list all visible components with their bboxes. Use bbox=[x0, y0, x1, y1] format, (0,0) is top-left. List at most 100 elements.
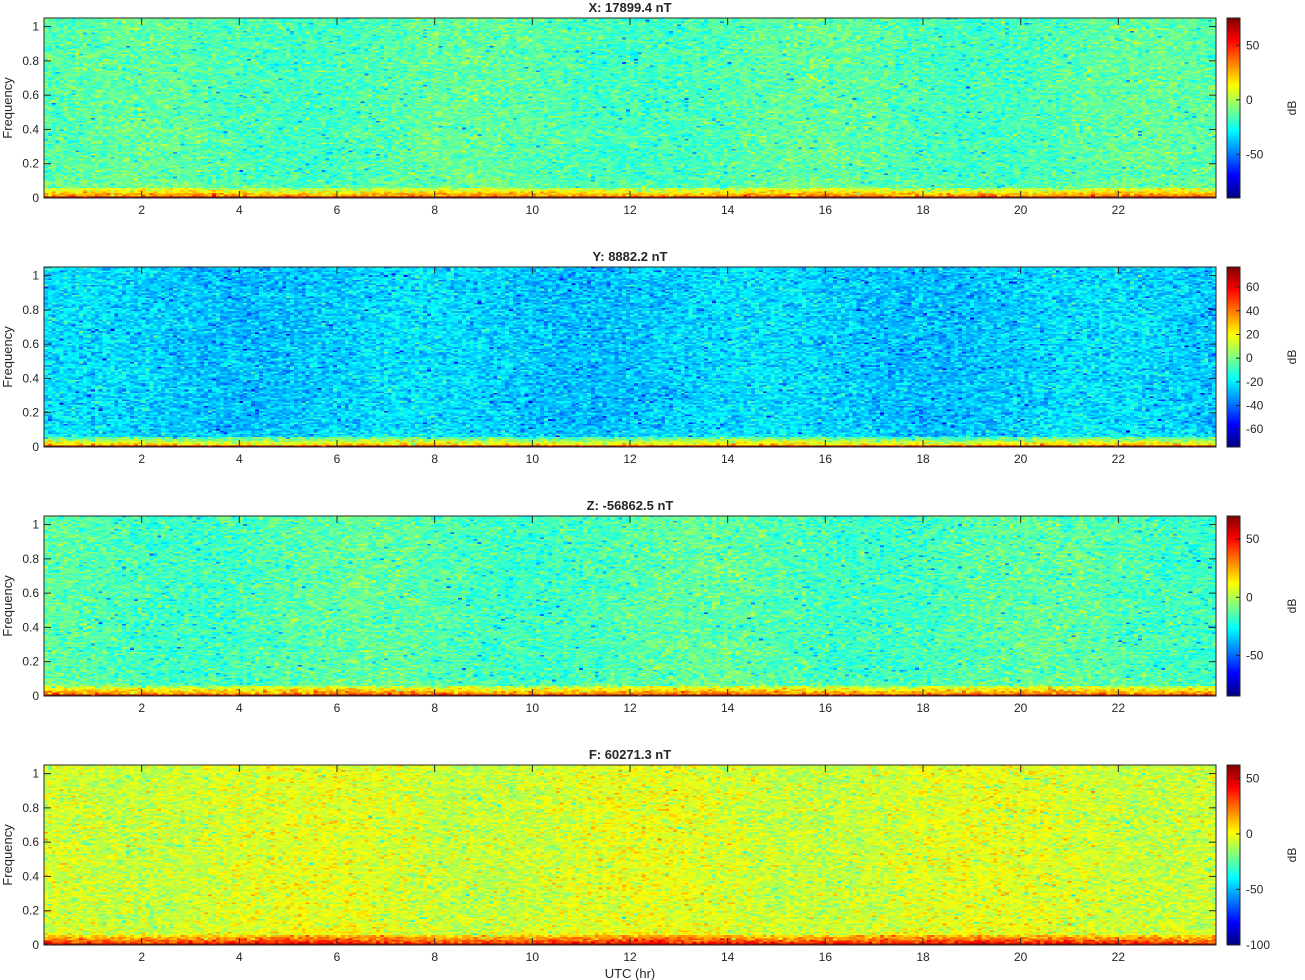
x-tick-label: 12 bbox=[623, 452, 637, 466]
x-tick-label: 6 bbox=[334, 452, 341, 466]
x-tick-label: 2 bbox=[138, 950, 145, 964]
colorbar-tick-label: 50 bbox=[1246, 38, 1260, 52]
colorbar-tick-label: 20 bbox=[1246, 328, 1260, 342]
colorbar-tick-label: 0 bbox=[1246, 351, 1253, 365]
y-tick-label: 0.8 bbox=[22, 801, 39, 815]
x-tick-label: 20 bbox=[1014, 701, 1028, 715]
x-tick-label: 22 bbox=[1112, 950, 1126, 964]
x-tick-label: 16 bbox=[819, 203, 833, 217]
y-axis-label: Frequency bbox=[0, 326, 15, 388]
x-tick-label: 20 bbox=[1014, 950, 1028, 964]
x-tick-label: 12 bbox=[623, 203, 637, 217]
x-tick-label: 16 bbox=[819, 950, 833, 964]
y-tick-label: 0 bbox=[32, 440, 39, 454]
colorbar-tick-label: 40 bbox=[1246, 304, 1260, 318]
x-tick-label: 16 bbox=[819, 701, 833, 715]
colorbar-gradient bbox=[1227, 516, 1240, 696]
y-tick-label: 0.4 bbox=[22, 620, 39, 634]
x-tick-label: 2 bbox=[138, 203, 145, 217]
colorbar-tick-label: -20 bbox=[1246, 375, 1264, 389]
colorbar: -50 0 50 dB bbox=[1226, 17, 1299, 199]
x-tick-label: 8 bbox=[431, 452, 438, 466]
spectrogram-panel-3: Z: -56862.5 nT2 4 6 8 10 12 14 16 18 20 2200.20.40… bbox=[0, 498, 1299, 715]
y-tick-label: 1 bbox=[32, 518, 39, 532]
colorbar-gradient bbox=[1227, 267, 1240, 447]
y-axis-label: Frequency bbox=[0, 77, 15, 139]
colorbar-box bbox=[1226, 17, 1241, 199]
x-tick-label: 10 bbox=[526, 701, 540, 715]
panel-title: F: 60271.3 nT bbox=[589, 747, 671, 762]
colorbar-tick-label: 60 bbox=[1246, 280, 1260, 294]
x-tick-label: 10 bbox=[526, 203, 540, 217]
colorbar-tick-label: -50 bbox=[1246, 147, 1264, 161]
colorbar: -50 0 50 dB bbox=[1226, 515, 1299, 697]
y-tick-label: 0.2 bbox=[22, 904, 39, 918]
x-axis-label: UTC (hr) bbox=[605, 966, 656, 980]
colorbar-tick-label: -40 bbox=[1246, 399, 1264, 413]
colorbar-label: dB bbox=[1285, 848, 1299, 863]
panel-title: Y: 8882.2 nT bbox=[593, 249, 668, 264]
x-tick-label: 18 bbox=[916, 701, 930, 715]
spectrogram-panel-2: Y: 8882.2 nT2 4 6 8 10 12 14 16 18 20 2200.20.40.6… bbox=[0, 249, 1299, 466]
y-tick-label: 0.6 bbox=[22, 586, 39, 600]
spectrogram-heatmap bbox=[44, 516, 1216, 696]
y-tick-label: 1 bbox=[32, 269, 39, 283]
x-tick-label: 4 bbox=[236, 203, 243, 217]
x-tick-label: 2 bbox=[138, 701, 145, 715]
x-tick-label: 20 bbox=[1014, 452, 1028, 466]
y-tick-label: 0.6 bbox=[22, 337, 39, 351]
spectrogram-heatmap bbox=[44, 765, 1216, 945]
x-tick-label: 8 bbox=[431, 950, 438, 964]
x-tick-label: 4 bbox=[236, 950, 243, 964]
y-tick-label: 0.8 bbox=[22, 54, 39, 68]
x-tick-label: 6 bbox=[334, 950, 341, 964]
y-tick-label: 0 bbox=[32, 191, 39, 205]
x-tick-label: 14 bbox=[721, 452, 735, 466]
y-tick-label: 0.2 bbox=[22, 655, 39, 669]
colorbar-tick-label: -60 bbox=[1246, 422, 1264, 436]
y-tick-label: 0.8 bbox=[22, 552, 39, 566]
colorbar-box bbox=[1226, 764, 1241, 946]
y-tick-label: 1 bbox=[32, 767, 39, 781]
x-tick-label: 12 bbox=[623, 950, 637, 964]
y-tick-label: 0.6 bbox=[22, 88, 39, 102]
colorbar-box bbox=[1226, 266, 1241, 448]
x-tick-label: 10 bbox=[526, 950, 540, 964]
x-tick-label: 4 bbox=[236, 452, 243, 466]
spectrogram-heatmap bbox=[44, 18, 1216, 198]
colorbar-tick-label: -50 bbox=[1246, 882, 1264, 896]
y-tick-label: 0 bbox=[32, 938, 39, 952]
x-tick-label: 6 bbox=[334, 203, 341, 217]
x-tick-label: 8 bbox=[431, 701, 438, 715]
x-tick-label: 8 bbox=[431, 203, 438, 217]
x-tick-label: 20 bbox=[1014, 203, 1028, 217]
colorbar: -100 -50 0 50 dB bbox=[1226, 764, 1299, 952]
colorbar-gradient bbox=[1227, 765, 1240, 945]
x-tick-label: 18 bbox=[916, 950, 930, 964]
x-tick-label: 14 bbox=[721, 203, 735, 217]
x-tick-label: 4 bbox=[236, 701, 243, 715]
spectrogram-panel-4: F: 60271.3 nT2 4 6 8 10 12 14 16 18 20 2200.20.40.… bbox=[0, 747, 1299, 980]
x-tick-label: 18 bbox=[916, 203, 930, 217]
y-axis-label: Frequency bbox=[0, 824, 15, 886]
colorbar-tick-label: 0 bbox=[1246, 590, 1253, 604]
y-tick-label: 0.2 bbox=[22, 157, 39, 171]
colorbar-label: dB bbox=[1285, 101, 1299, 116]
y-tick-label: 0.4 bbox=[22, 371, 39, 385]
colorbar-tick-label: 50 bbox=[1246, 532, 1260, 546]
panel-title: Z: -56862.5 nT bbox=[587, 498, 674, 513]
y-tick-label: 0.4 bbox=[22, 869, 39, 883]
y-tick-label: 0.6 bbox=[22, 835, 39, 849]
spectrogram-heatmap bbox=[44, 267, 1216, 447]
colorbar-tick-label: -100 bbox=[1246, 938, 1270, 952]
y-tick-label: 0.2 bbox=[22, 406, 39, 420]
y-axis-label: Frequency bbox=[0, 575, 15, 637]
colorbar-gradient bbox=[1227, 18, 1240, 198]
y-tick-label: 1 bbox=[32, 20, 39, 34]
x-tick-label: 22 bbox=[1112, 701, 1126, 715]
colorbar-label: dB bbox=[1285, 599, 1299, 614]
x-tick-label: 14 bbox=[721, 950, 735, 964]
colorbar-tick-label: 0 bbox=[1246, 827, 1253, 841]
x-tick-label: 16 bbox=[819, 452, 833, 466]
